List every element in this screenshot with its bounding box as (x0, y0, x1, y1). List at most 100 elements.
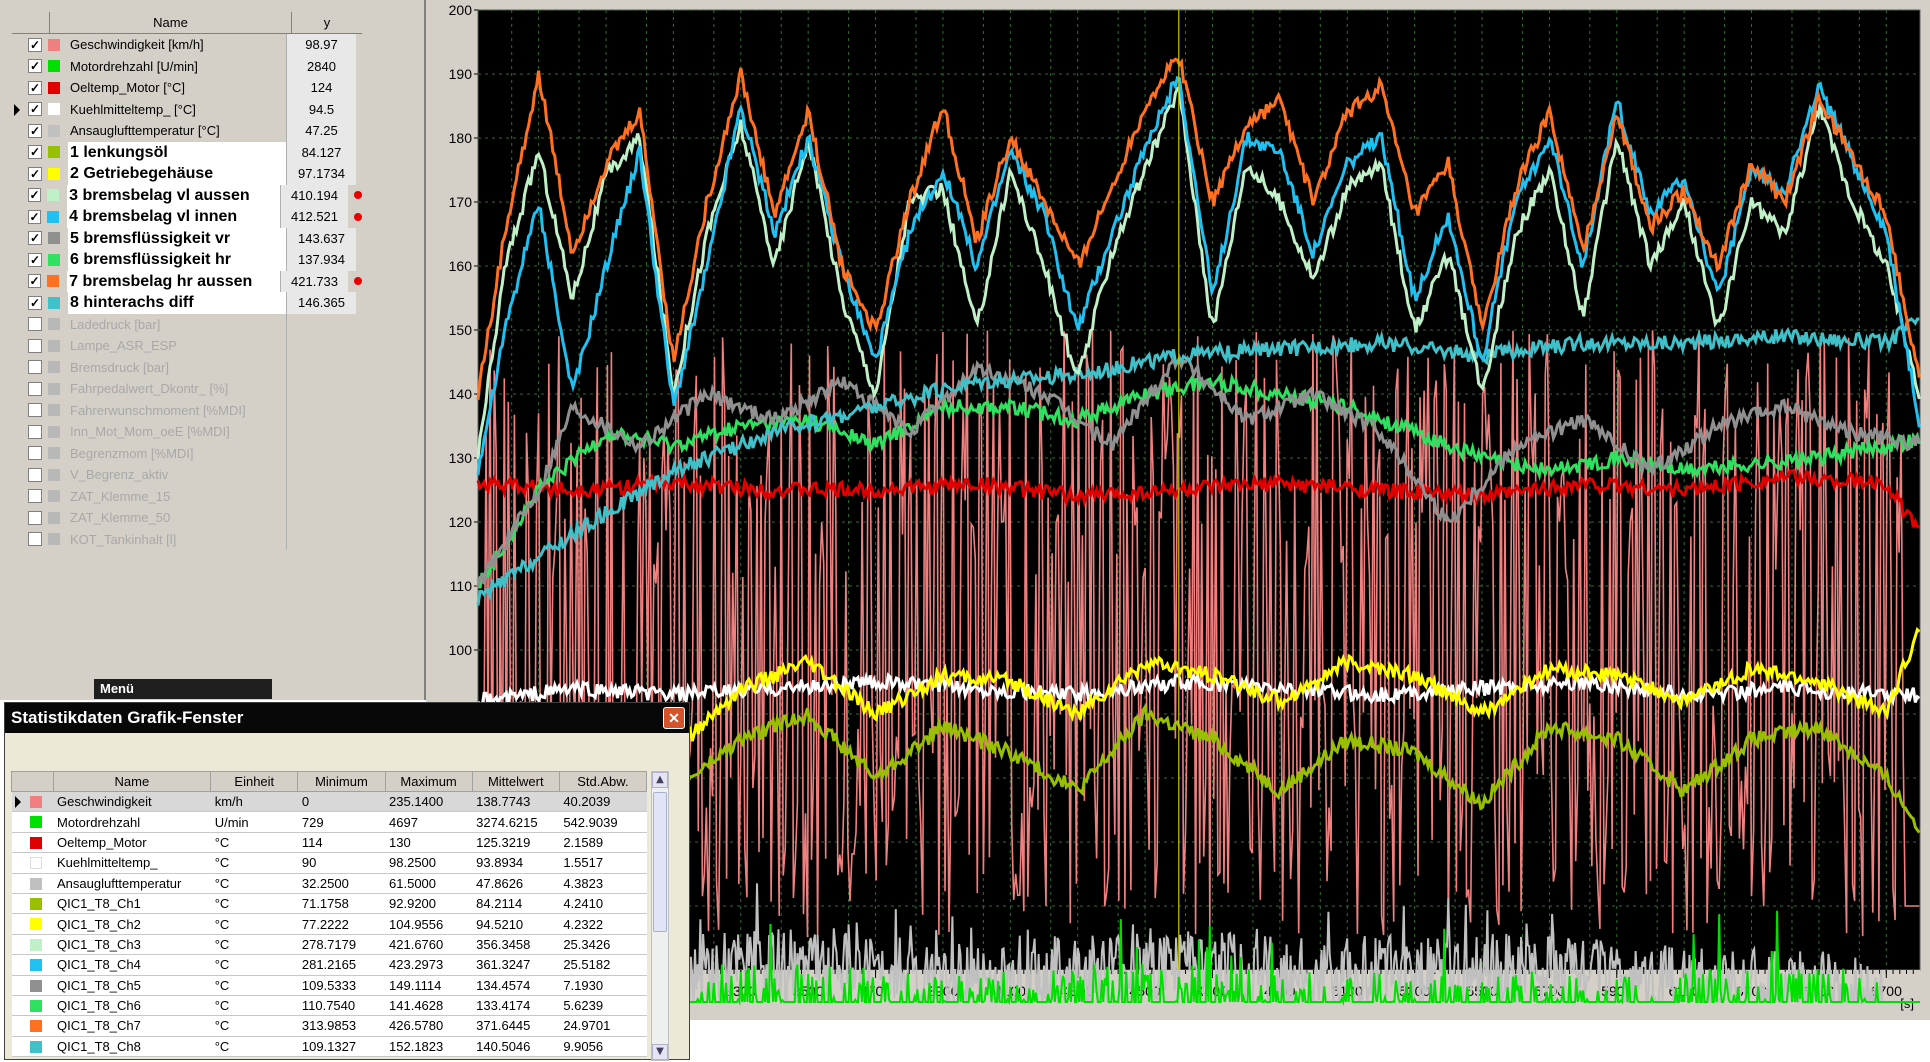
close-button[interactable]: ✕ (663, 707, 685, 729)
channel-checkbox[interactable] (28, 532, 42, 547)
channel-row[interactable]: ✓ 5 bremsflüssigkeit vr 143.637 (12, 227, 362, 249)
stats-row[interactable]: QIC1_T8_Ch5 °C 109.5333 149.1114 134.4574 7.1… (11, 975, 647, 996)
color-swatch[interactable] (48, 167, 60, 180)
stats-row[interactable]: QIC1_T8_Ch6 °C 110.7540 141.4628 133.4174 5.6… (11, 995, 647, 1017)
color-swatch[interactable] (48, 382, 60, 395)
channel-row[interactable]: Ladedruck [bar] (12, 313, 362, 335)
channel-row[interactable]: Lampe_ASR_ESP (12, 335, 362, 357)
channel-row[interactable]: Inn_Mot_Mom_oeE [%MDI] (12, 421, 362, 443)
channel-checkbox[interactable]: ✓ (28, 252, 42, 267)
stats-row[interactable]: QIC1_T8_Ch7 °C 313.9853 426.5780 371.6445 24.… (11, 1015, 647, 1037)
scroll-down-icon[interactable]: ▼ (652, 1044, 668, 1060)
color-swatch[interactable] (48, 404, 60, 417)
channel-checkbox[interactable] (28, 403, 42, 418)
channel-checkbox[interactable] (28, 338, 42, 353)
stats-window-titlebar[interactable]: Statistikdaten Grafik-Fenster ✕ (5, 703, 689, 733)
channel-row[interactable]: ✓ Oeltemp_Motor [°C] 124 (12, 77, 362, 99)
channel-checkbox[interactable]: ✓ (28, 102, 42, 117)
channel-checkbox[interactable] (28, 467, 42, 482)
stats-row[interactable]: Kuehlmitteltemp_ °C 90 98.2500 93.8934 1.5517 (11, 852, 647, 874)
color-swatch[interactable] (48, 468, 60, 481)
stats-row[interactable]: QIC1_T8_Ch8 °C 109.1327 152.1823 140.5046 9.9… (11, 1036, 647, 1058)
color-swatch[interactable] (48, 103, 60, 116)
channel-row[interactable]: Bremsdruck [bar] (12, 356, 362, 378)
channel-row[interactable]: ✓ Kuehlmitteltemp_ [°C] 94.5 (12, 98, 362, 120)
channel-checkbox[interactable] (28, 510, 42, 525)
color-swatch[interactable] (47, 189, 60, 202)
channel-row[interactable]: ✓ Ansauglufttemperatur [°C] 47.25 (12, 120, 362, 142)
color-swatch[interactable] (48, 81, 60, 94)
stats-scrollbar[interactable]: ▲ ▼ (651, 771, 669, 1061)
stats-row[interactable]: QIC1_T8_Ch4 °C 281.2165 423.2973 361.3247 25.… (11, 954, 647, 976)
header-name[interactable]: Name (50, 12, 292, 33)
stats-col-max[interactable]: Maximum (384, 771, 473, 792)
color-swatch[interactable] (48, 447, 60, 460)
channel-row[interactable]: ✓ 6 bremsflüssigkeit hr 137.934 (12, 249, 362, 271)
channel-row[interactable]: ✓ 8 hinterachs diff 146.365 (12, 292, 362, 314)
color-swatch[interactable] (48, 533, 60, 546)
color-swatch[interactable] (48, 232, 60, 245)
channel-row[interactable]: ✓ 1 lenkungsöl 84.127 (12, 141, 362, 163)
stats-col-unit[interactable]: Einheit (210, 771, 299, 792)
channel-checkbox[interactable]: ✓ (28, 37, 42, 52)
channel-checkbox[interactable] (28, 446, 42, 461)
channel-checkbox[interactable]: ✓ (28, 295, 42, 310)
channel-checkbox[interactable]: ✓ (27, 209, 42, 224)
stats-row[interactable]: QIC1_T8_Ch3 °C 278.7179 421.6760 356.3458 25.… (11, 934, 647, 956)
channel-checkbox[interactable] (28, 424, 42, 439)
stats-row[interactable]: QIC1_T8_Ch2 °C 77.2222 104.9556 94.5210 4.232… (11, 913, 647, 935)
channel-row[interactable]: ZAT_Klemme_50 (12, 507, 362, 529)
stats-col-std[interactable]: Std.Abw. (558, 771, 648, 792)
channel-row[interactable]: ✓ 3 bremsbelag vl aussen 410.194 (12, 184, 362, 206)
chart-svg[interactable]: 6070809010011012013014015016017018019020… (426, 0, 1930, 1020)
channel-checkbox[interactable] (28, 360, 42, 375)
color-swatch[interactable] (48, 124, 60, 137)
scroll-thumb[interactable] (653, 792, 667, 932)
channel-checkbox[interactable]: ✓ (28, 231, 42, 246)
stats-row[interactable]: QIC1_T8_Ch1 °C 71.1758 92.9200 84.2114 4.2410 (11, 893, 647, 915)
channel-checkbox[interactable] (28, 381, 42, 396)
channel-checkbox[interactable]: ✓ (28, 166, 42, 181)
color-swatch[interactable] (47, 210, 60, 223)
channel-row[interactable]: Fahrerwunschmoment [%MDI] (12, 399, 362, 421)
color-swatch[interactable] (48, 339, 60, 352)
stats-col-min[interactable]: Minimum (297, 771, 386, 792)
color-swatch[interactable] (48, 490, 60, 503)
menu-label[interactable]: Menü (94, 679, 272, 699)
stats-col-name[interactable]: Name (52, 771, 212, 792)
color-swatch[interactable] (48, 296, 60, 309)
channel-row[interactable]: ✓ 2 Getriebegehäuse 97.1734 (12, 163, 362, 185)
stats-row[interactable]: Ansauglufttemperatur °C 32.2500 61.5000 47.8… (11, 873, 647, 894)
channel-row[interactable]: KOT_Tankinhalt [l] (12, 528, 362, 550)
header-y[interactable]: y (323, 15, 331, 30)
channel-checkbox[interactable]: ✓ (28, 145, 42, 160)
channel-row[interactable]: ✓ 4 bremsbelag vl innen 412.521 (12, 206, 362, 228)
color-swatch[interactable] (48, 146, 60, 159)
color-swatch[interactable] (48, 38, 60, 51)
stats-row[interactable]: Motordrehzahl U/min 729 4697 3274.6215 542.90… (11, 811, 647, 833)
color-swatch[interactable] (48, 361, 60, 374)
stats-col-mean[interactable]: Mittelwert (471, 771, 560, 792)
channel-checkbox[interactable]: ✓ (28, 80, 42, 95)
channel-checkbox[interactable] (28, 317, 42, 332)
color-swatch[interactable] (48, 425, 60, 438)
channel-checkbox[interactable]: ✓ (27, 188, 42, 203)
channel-row[interactable]: ZAT_Klemme_15 (12, 485, 362, 507)
channel-row[interactable]: Begrenzmom [%MDI] (12, 442, 362, 464)
stats-row[interactable]: Geschwindigkeit km/h 0 235.1400 138.7743 40.2… (11, 791, 647, 813)
stats-row[interactable]: Oeltemp_Motor °C 114 130 125.3219 2.1589 (11, 832, 647, 854)
color-swatch[interactable] (48, 318, 60, 331)
channel-checkbox[interactable]: ✓ (28, 59, 42, 74)
scroll-up-icon[interactable]: ▲ (652, 772, 668, 788)
channel-checkbox[interactable] (28, 489, 42, 504)
channel-row[interactable]: ✓ Motordrehzahl [U/min] 2840 (12, 55, 362, 77)
color-swatch[interactable] (48, 60, 60, 73)
color-swatch[interactable] (47, 275, 60, 288)
color-swatch[interactable] (48, 511, 60, 524)
color-swatch[interactable] (48, 253, 60, 266)
channel-row[interactable]: V_Begrenz_aktiv (12, 464, 362, 486)
channel-checkbox[interactable]: ✓ (28, 123, 42, 138)
channel-row[interactable]: ✓ 7 bremsbelag hr aussen 421.733 (12, 270, 362, 292)
channel-checkbox[interactable]: ✓ (27, 274, 42, 289)
channel-row[interactable]: Fahrpedalwert_Dkontr_ [%] (12, 378, 362, 400)
